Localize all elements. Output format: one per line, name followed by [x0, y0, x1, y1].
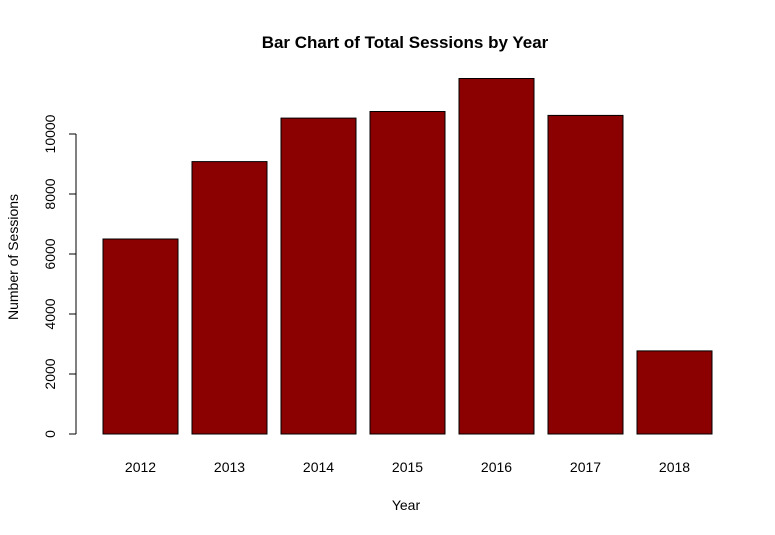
x-tick-label: 2017 [570, 459, 601, 475]
bar-2014 [280, 117, 357, 435]
x-tick-label: 2012 [125, 459, 156, 475]
bar-2015 [369, 111, 446, 435]
y-axis-label: Number of Sessions [5, 194, 21, 320]
y-tick-label: 8000 [42, 178, 58, 209]
bar-2012 [102, 238, 179, 435]
bars-group [102, 78, 713, 435]
bar-2013 [191, 161, 268, 435]
y-tick-label: 0 [42, 430, 58, 438]
y-tick-label: 2000 [42, 358, 58, 389]
x-tick-labels: 2012 2013 2014 2015 2016 2017 2018 [125, 459, 690, 475]
x-tick-label: 2015 [392, 459, 423, 475]
bar-2017 [547, 114, 624, 435]
y-tick-label: 6000 [42, 238, 58, 269]
y-tick-label: 10000 [42, 114, 58, 153]
y-tick-label: 4000 [42, 298, 58, 329]
y-axis: 0 2000 4000 6000 8000 10000 [42, 114, 77, 438]
x-axis-label: Year [392, 497, 421, 513]
x-tick-label: 2013 [214, 459, 245, 475]
x-tick-label: 2018 [659, 459, 690, 475]
bar-2016 [458, 78, 535, 435]
x-tick-label: 2016 [481, 459, 512, 475]
x-tick-label: 2014 [303, 459, 334, 475]
chart-title: Bar Chart of Total Sessions by Year [262, 33, 549, 52]
bar-2018 [636, 350, 713, 435]
